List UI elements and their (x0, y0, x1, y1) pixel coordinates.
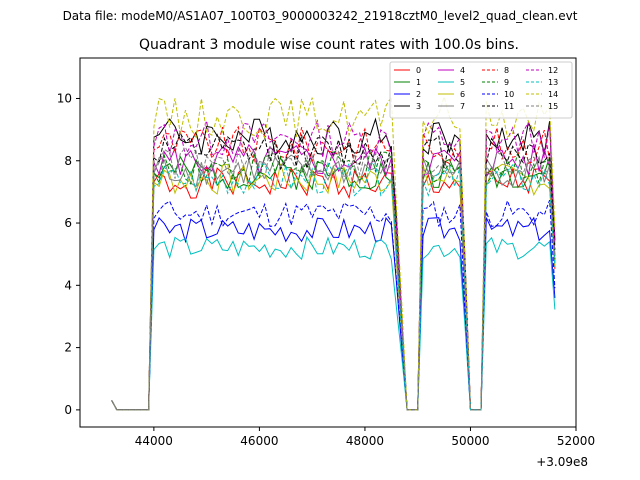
chart-title: Quadrant 3 module wise count rates with … (139, 37, 519, 53)
series-line-9 (111, 149, 556, 411)
legend-label-1: 1 (416, 78, 421, 87)
x-tick-label: 50000 (451, 434, 489, 448)
y-tick-label: 2 (64, 341, 72, 355)
x-tick-label: 46000 (240, 434, 278, 448)
legend-label-0: 0 (416, 66, 421, 75)
legend-label-5: 5 (460, 78, 465, 87)
legend-label-12: 12 (548, 66, 558, 75)
series-line-11 (111, 132, 556, 411)
legend-box (389, 61, 573, 119)
series-line-15 (111, 145, 556, 411)
x-tick-label: 52000 (557, 434, 595, 448)
legend-label-7: 7 (460, 102, 465, 111)
x-tick-label: 44000 (135, 434, 173, 448)
legend-label-14: 14 (548, 90, 558, 99)
series-line-14 (111, 94, 556, 411)
series-line-12 (111, 118, 556, 411)
y-tick-label: 10 (57, 91, 72, 105)
y-tick-label: 6 (64, 216, 72, 230)
series-line-13 (111, 161, 556, 411)
legend-label-2: 2 (416, 90, 421, 99)
legend-label-10: 10 (504, 90, 514, 99)
legend-label-15: 15 (548, 102, 558, 111)
chart-suptitle: Data file: modeM0/AS1A07_100T03_90000032… (63, 9, 578, 23)
legend-label-13: 13 (548, 78, 558, 87)
legend-label-3: 3 (416, 102, 421, 111)
y-tick-label: 8 (64, 154, 72, 168)
legend-label-8: 8 (504, 66, 509, 75)
x-offset-label: +3.09e8 (536, 455, 588, 469)
y-axis: 0 2 4 6 8 10 (57, 91, 80, 417)
y-tick-label: 4 (64, 278, 72, 292)
legend-label-6: 6 (460, 90, 465, 99)
series-layer (111, 94, 556, 411)
y-tick-label: 0 (64, 403, 72, 417)
series-line-8 (111, 125, 556, 411)
legend-label-11: 11 (504, 102, 514, 111)
legend-label-4: 4 (460, 66, 465, 75)
plot-frame (79, 57, 577, 428)
x-axis: 44000 46000 48000 50000 52000 (135, 427, 595, 448)
x-tick-label: 48000 (346, 434, 384, 448)
legend-label-9: 9 (504, 78, 509, 87)
